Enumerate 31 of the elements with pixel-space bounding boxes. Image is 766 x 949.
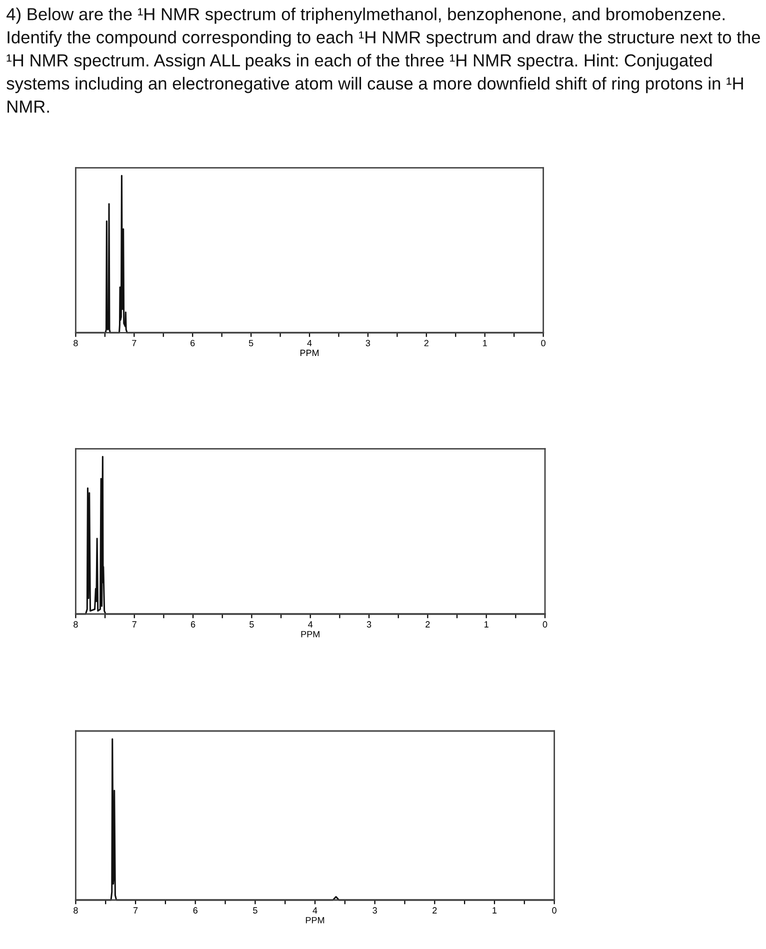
x-tick-label: 3 xyxy=(366,340,370,346)
x-tick-label: 3 xyxy=(372,907,377,914)
x-tick-label: 0 xyxy=(542,621,548,628)
x-tick-label: 0 xyxy=(552,907,556,914)
x-tick-label: 6 xyxy=(190,621,196,628)
x-tick-label: 5 xyxy=(250,621,254,628)
x-tick-label: 5 xyxy=(253,907,258,914)
x-axis-title: PPM xyxy=(301,631,320,638)
x-tick-label: 2 xyxy=(426,621,430,628)
x-tick-label: 8 xyxy=(74,907,78,914)
x-tick-label: 1 xyxy=(484,621,488,628)
x-tick-label: 0 xyxy=(541,340,546,346)
x-tick-label: 4 xyxy=(307,340,312,346)
x-tick-label: 4 xyxy=(308,621,313,628)
x-tick-label: 1 xyxy=(492,907,497,914)
x-tick-label: 2 xyxy=(432,907,437,914)
x-tick-label: 8 xyxy=(74,621,78,628)
x-tick-label: 6 xyxy=(193,907,198,914)
x-tick-label: 7 xyxy=(133,907,138,914)
x-tick-label: 8 xyxy=(74,340,78,346)
x-tick-label: 5 xyxy=(248,340,254,346)
x-axis-title: PPM xyxy=(300,350,319,356)
x-tick-label: 4 xyxy=(312,907,318,914)
x-tick-label: 2 xyxy=(424,340,428,346)
x-tick-label: 7 xyxy=(132,621,136,628)
chart-title: 4) Below are the ¹H NMR spectrum of triphenylmethanol, benzophenone, and bromobenzene. Identify the compound corresponding to each ¹H NMR spectrum and draw the structure next to the ¹H NMR spectrum. Assign ALL peaks in each of the three ¹H NMR spectra. Hint: Conjugated systems including an electronegative atom will cause a more downfield shift of ring protons in ¹H NMR. xyxy=(6,8,760,113)
x-tick-label: 7 xyxy=(132,340,136,346)
x-tick-label: 6 xyxy=(190,340,195,346)
x-tick-label: 3 xyxy=(366,621,372,628)
x-tick-label: 1 xyxy=(483,340,487,346)
x-axis-title: PPM xyxy=(306,917,324,924)
